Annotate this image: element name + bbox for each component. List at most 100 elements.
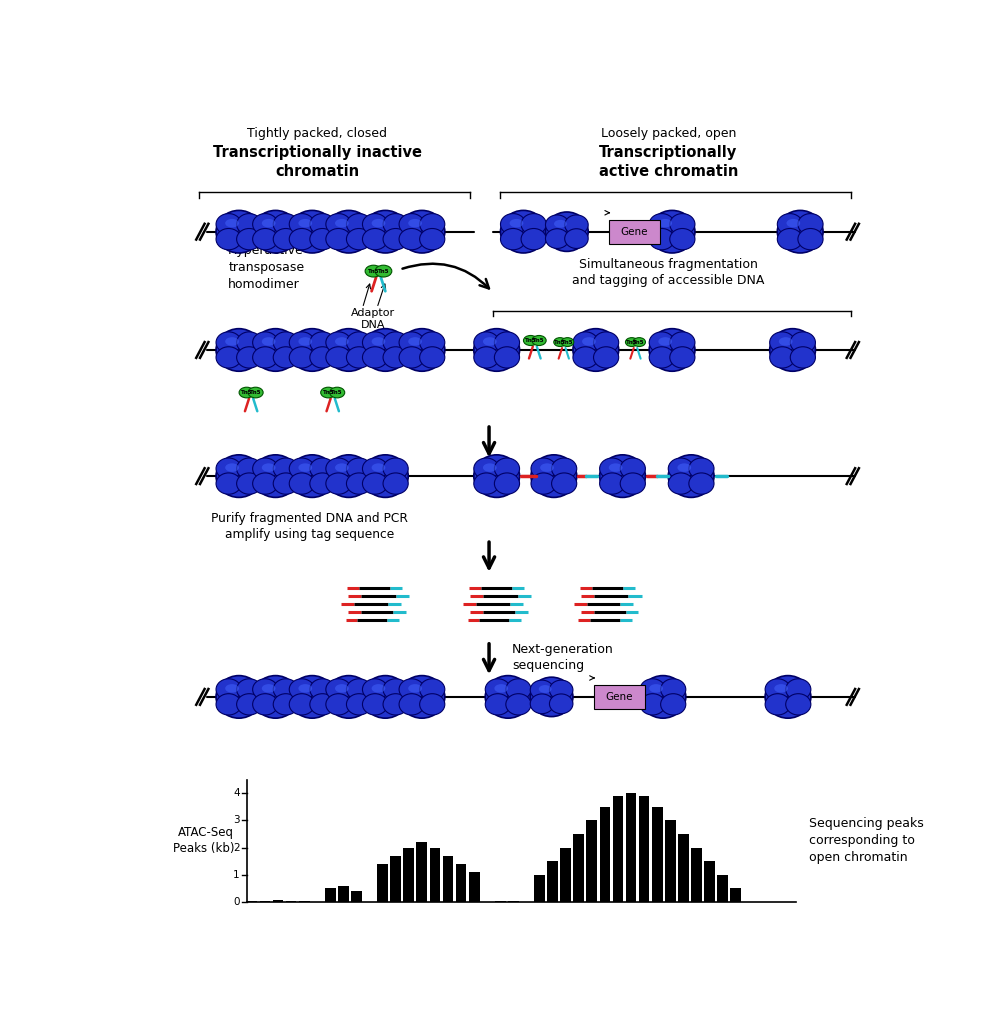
Ellipse shape [253,333,298,372]
Ellipse shape [326,329,372,372]
Text: Next-generation
sequencing: Next-generation sequencing [512,643,614,672]
Ellipse shape [660,693,686,715]
Ellipse shape [510,219,523,227]
Ellipse shape [310,228,335,250]
Bar [403,848,414,902]
Ellipse shape [400,215,445,253]
Ellipse shape [609,463,623,472]
Ellipse shape [225,337,239,346]
Text: Sequencing peaks
corresponding to
open chromatin: Sequencing peaks corresponding to open c… [810,817,924,864]
Ellipse shape [599,455,646,498]
Ellipse shape [670,347,695,368]
Ellipse shape [798,214,823,234]
Ellipse shape [326,228,351,250]
Ellipse shape [330,387,344,398]
Ellipse shape [274,679,298,700]
Ellipse shape [362,347,388,368]
Ellipse shape [545,215,569,234]
Ellipse shape [362,455,408,498]
Ellipse shape [549,694,573,714]
Ellipse shape [649,210,695,253]
Text: Tn5: Tn5 [241,390,253,395]
Ellipse shape [326,214,351,234]
Text: Hyperactive
transposase
homodimer: Hyperactive transposase homodimer [228,244,304,291]
Ellipse shape [766,693,790,715]
Ellipse shape [335,337,348,346]
Ellipse shape [236,332,262,353]
Text: Tn5: Tn5 [634,340,645,345]
Ellipse shape [400,693,424,715]
Ellipse shape [565,215,588,234]
Ellipse shape [539,685,552,693]
Ellipse shape [298,219,312,227]
Bar [626,794,637,902]
Ellipse shape [239,387,254,398]
Ellipse shape [262,219,276,227]
Ellipse shape [298,463,312,472]
Text: 0: 0 [233,897,240,907]
Ellipse shape [326,679,351,700]
Bar [730,888,741,902]
Ellipse shape [545,216,588,252]
Ellipse shape [531,455,577,498]
Ellipse shape [298,684,312,692]
Ellipse shape [236,228,262,250]
Ellipse shape [253,329,298,372]
Ellipse shape [253,215,298,253]
Ellipse shape [400,214,424,234]
Ellipse shape [485,676,531,718]
Bar [456,864,466,902]
Ellipse shape [225,219,239,227]
Ellipse shape [326,459,372,498]
Text: Tn5: Tn5 [323,390,334,395]
Bar [325,888,336,902]
Ellipse shape [689,458,714,479]
Ellipse shape [501,228,525,250]
Ellipse shape [289,215,335,253]
Bar [508,900,519,902]
Text: Purify fragmented DNA and PCR
amplify using tag sequence: Purify fragmented DNA and PCR amplify us… [212,512,408,542]
Text: Tn5: Tn5 [626,340,638,345]
Bar [547,861,558,902]
Bar [430,848,440,902]
Ellipse shape [474,332,499,353]
Ellipse shape [289,459,335,498]
Ellipse shape [372,219,386,227]
FancyBboxPatch shape [593,685,645,709]
Text: Tn5: Tn5 [562,340,574,345]
Ellipse shape [419,679,445,700]
Ellipse shape [216,680,262,718]
Ellipse shape [620,458,646,479]
Ellipse shape [640,679,665,700]
Ellipse shape [649,329,695,372]
Ellipse shape [474,347,499,368]
Ellipse shape [346,473,372,495]
Text: Tightly packed, closed: Tightly packed, closed [247,127,388,140]
Ellipse shape [658,337,672,346]
Ellipse shape [216,458,241,479]
Ellipse shape [649,333,695,372]
Ellipse shape [335,463,348,472]
Text: 1: 1 [233,869,240,880]
Ellipse shape [326,455,372,498]
Ellipse shape [216,210,262,253]
Ellipse shape [649,215,695,253]
Text: Gene: Gene [605,692,633,701]
Ellipse shape [362,693,388,715]
Ellipse shape [501,214,525,234]
Ellipse shape [554,338,567,346]
Ellipse shape [310,458,335,479]
Ellipse shape [362,679,388,700]
Ellipse shape [310,679,335,700]
Bar [665,820,676,902]
Ellipse shape [346,332,372,353]
Ellipse shape [774,684,788,692]
Ellipse shape [216,455,262,498]
Ellipse shape [346,679,372,700]
Ellipse shape [362,459,408,498]
Ellipse shape [530,681,573,717]
Ellipse shape [321,387,336,398]
Ellipse shape [253,458,277,479]
Ellipse shape [790,347,816,368]
Ellipse shape [253,214,277,234]
